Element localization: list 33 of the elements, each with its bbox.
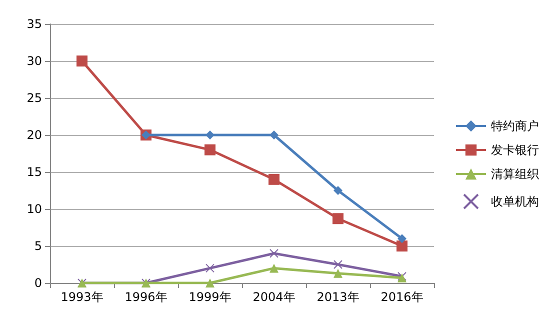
point	[204, 144, 216, 156]
x-tick-label: 1993年	[60, 290, 104, 304]
x-tick-label: 2016年	[380, 290, 424, 304]
x-tick-label: 1999年	[188, 290, 232, 304]
y-tick-label: 5	[34, 239, 42, 253]
y-tick-label: 30	[26, 54, 42, 68]
y-tick-label: 0	[34, 276, 42, 290]
point	[396, 240, 408, 252]
point	[270, 248, 278, 258]
y-tick-label: 15	[26, 165, 42, 179]
legend-label: 清算组织	[491, 167, 539, 181]
point	[270, 264, 278, 273]
point	[334, 268, 342, 278]
point	[268, 174, 280, 185]
point	[270, 130, 278, 140]
point	[76, 56, 88, 66]
legend-label: 特约商户	[491, 119, 539, 133]
point	[334, 260, 342, 269]
point	[206, 264, 214, 273]
x-tick-label: 1996年	[124, 290, 168, 304]
x-tick-label: 2013年	[316, 290, 360, 304]
point	[334, 186, 342, 195]
point	[206, 278, 214, 288]
y-tick-label: 20	[26, 128, 42, 142]
point	[332, 213, 344, 224]
legend-label: 发卡银行	[491, 143, 539, 157]
x-tick-label: 2004年	[252, 290, 296, 304]
y-tick-label: 35	[26, 17, 42, 31]
legend-label: 收单机构	[491, 194, 539, 208]
point	[206, 130, 214, 140]
y-tick-label: 25	[26, 91, 42, 105]
y-tick-label: 10	[26, 202, 42, 216]
point	[398, 234, 406, 244]
